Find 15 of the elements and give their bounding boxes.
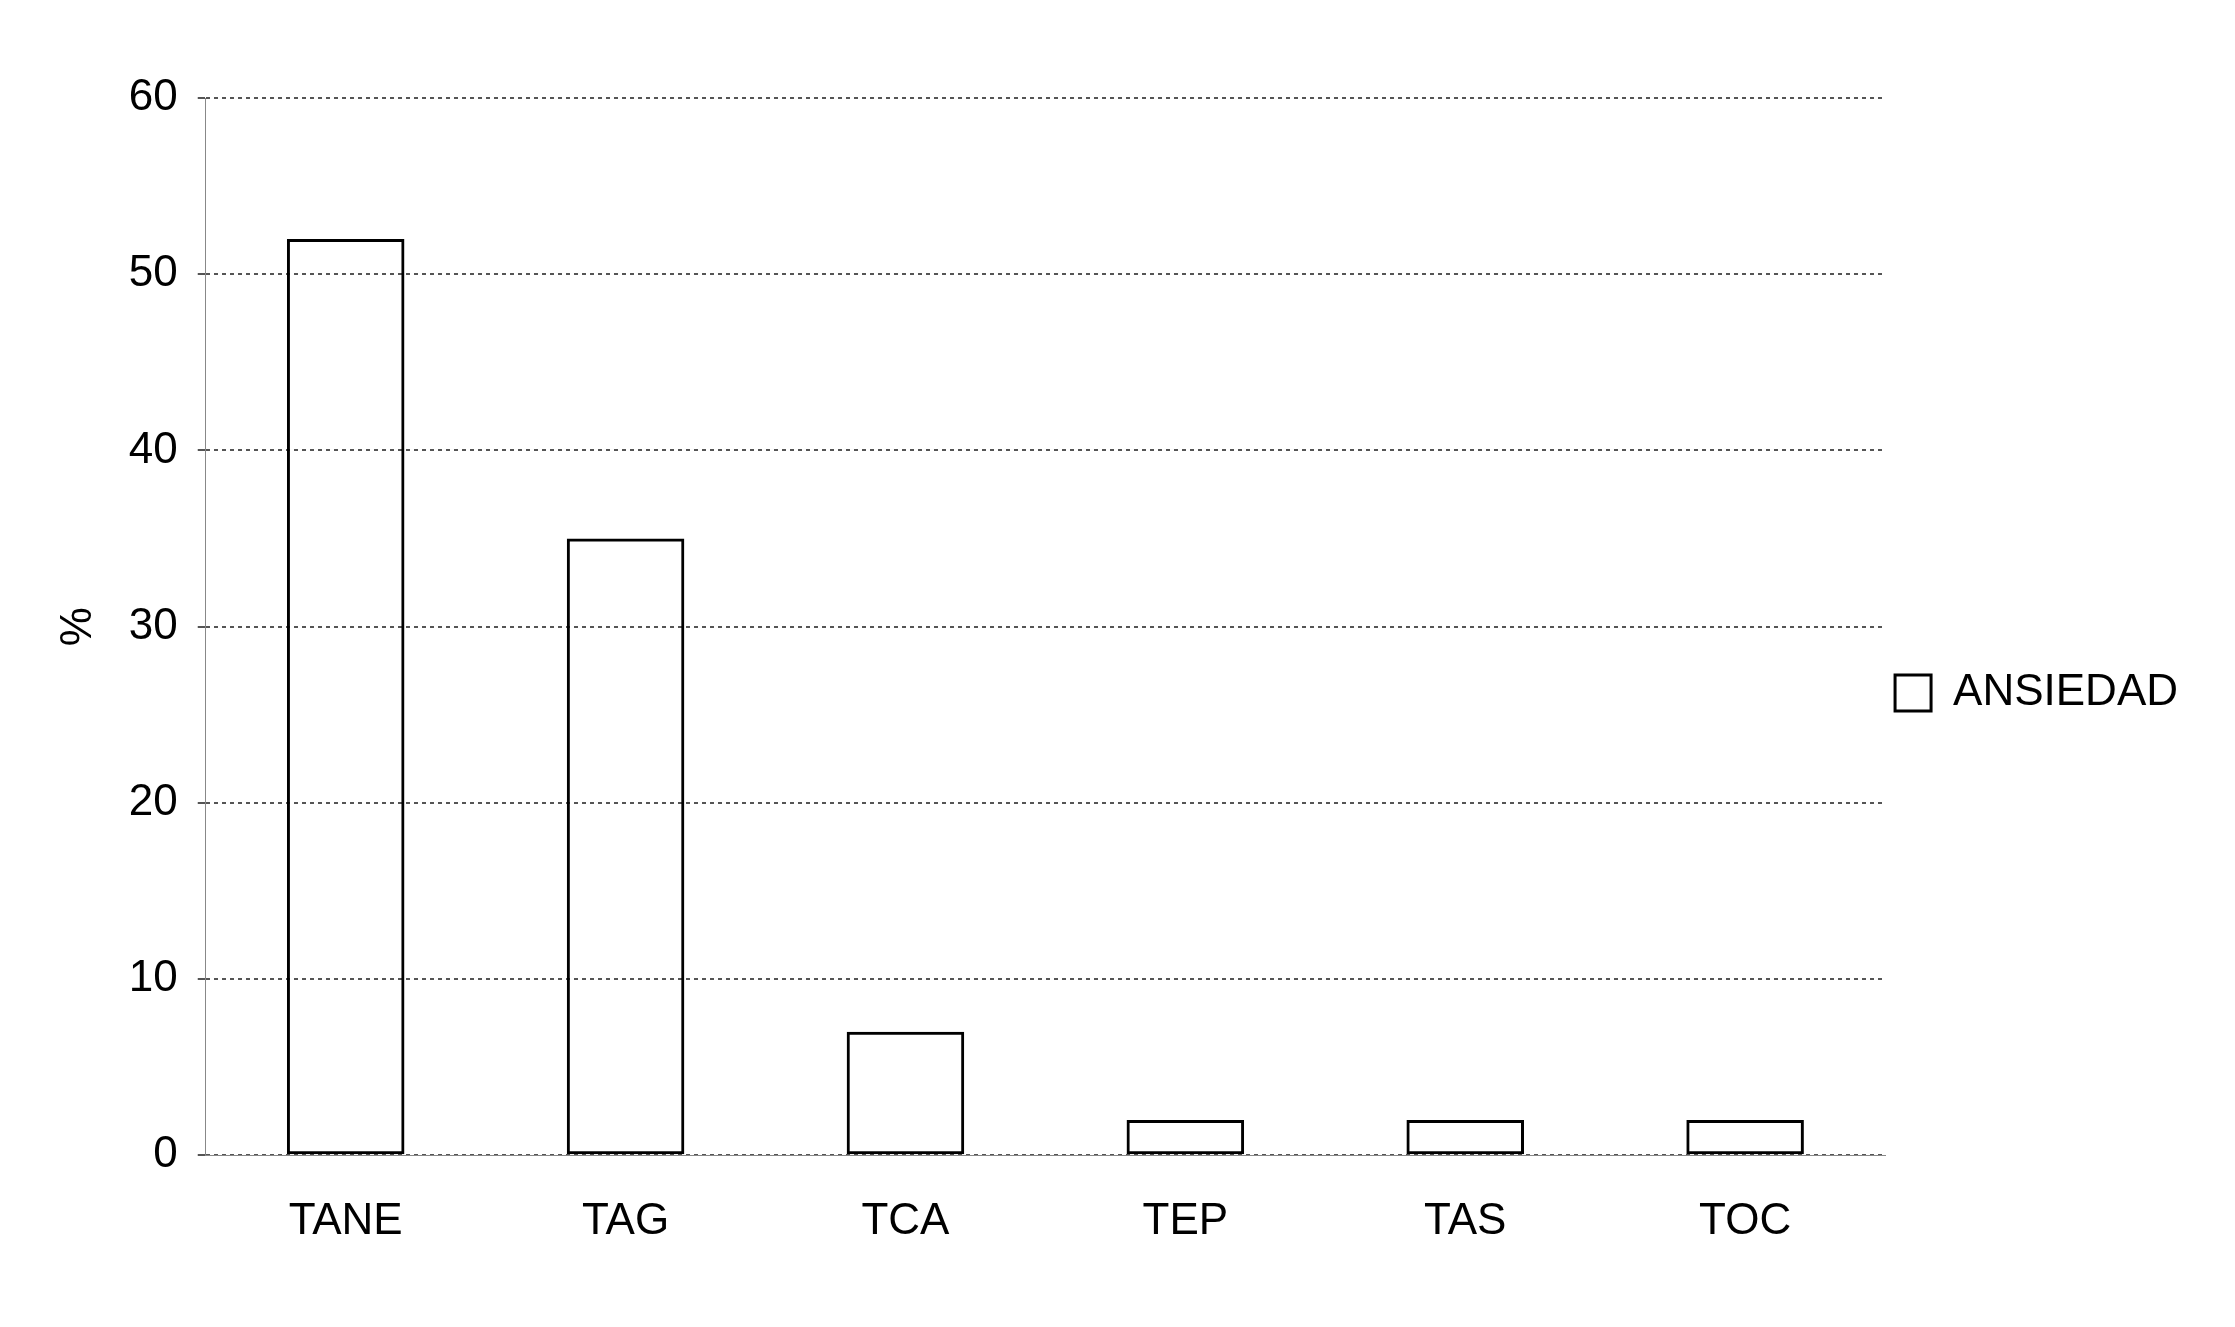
x-tick-label: TANE — [288, 1193, 403, 1243]
x-tick-label: TCA — [861, 1193, 951, 1243]
x-tick-label: TAG — [581, 1193, 670, 1243]
y-axis-title: % — [50, 607, 100, 647]
legend-label: ANSIEDAD — [1953, 665, 2179, 715]
y-tick-label: 50 — [128, 246, 178, 296]
y-tick-label: 40 — [128, 422, 178, 472]
y-tick-label: 30 — [128, 598, 178, 648]
x-tick-label: TOC — [1699, 1193, 1792, 1243]
x-tick-label: TEP — [1142, 1193, 1229, 1243]
y-tick-label: 20 — [128, 774, 178, 824]
x-tick-label: TAS — [1424, 1193, 1507, 1243]
y-tick-label: 0 — [153, 1127, 178, 1177]
y-tick-label: 60 — [128, 70, 178, 120]
y-tick-label: 10 — [128, 951, 178, 1001]
